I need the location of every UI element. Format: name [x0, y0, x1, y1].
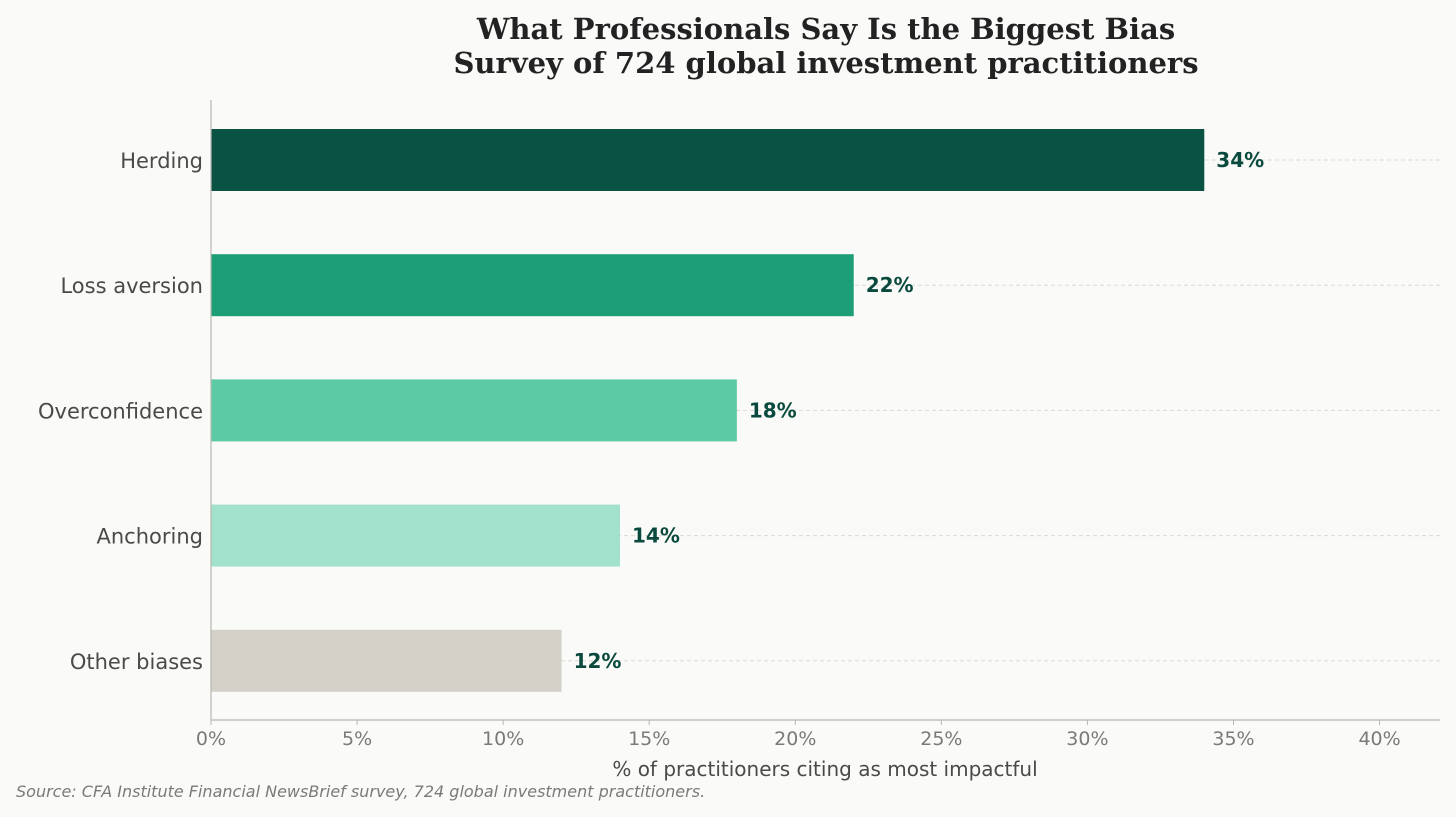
- x-tick-label: 20%: [774, 728, 816, 750]
- category-label: Anchoring: [97, 525, 204, 549]
- chart-subtitle: Survey of 724 global investment practiti…: [453, 46, 1199, 80]
- x-tick-label: 25%: [920, 728, 962, 750]
- value-label: 14%: [632, 524, 680, 548]
- chart-title: What Professionals Say Is the Biggest Bi…: [476, 12, 1176, 46]
- x-ticks: 0% 5% 10% 15% 20% 25% 30% 35% 40%: [196, 720, 1401, 750]
- value-label: 12%: [574, 649, 622, 673]
- axes: [210, 100, 1440, 721]
- x-tick-label: 10%: [482, 728, 524, 750]
- value-label: 22%: [866, 273, 914, 297]
- x-tick-label: 40%: [1358, 728, 1400, 750]
- bar: [211, 379, 737, 442]
- bar: [211, 504, 620, 567]
- x-tick-label: 30%: [1066, 728, 1108, 750]
- category-label: Loss aversion: [60, 274, 203, 298]
- x-tick-label: 15%: [628, 728, 670, 750]
- x-axis-label: % of practitioners citing as most impact…: [612, 757, 1037, 781]
- bars: [211, 129, 1205, 692]
- value-label: 34%: [1216, 148, 1264, 172]
- bar: [211, 129, 1205, 191]
- bar: [211, 254, 854, 317]
- x-tick-label: 35%: [1212, 728, 1254, 750]
- value-labels: 34% 22% 18% 14% 12%: [574, 148, 1265, 673]
- source-note: Source: CFA Institute Financial NewsBrie…: [16, 782, 706, 801]
- x-tick-label: 0%: [196, 728, 226, 750]
- category-label: Other biases: [70, 650, 203, 674]
- category-labels: Herding Loss aversion Overconfidence Anchor…: [38, 149, 203, 674]
- x-tick-label: 5%: [342, 728, 372, 750]
- category-label: Overconfidence: [38, 399, 203, 423]
- bar: [211, 629, 562, 692]
- category-label: Herding: [120, 149, 203, 173]
- value-label: 18%: [749, 398, 797, 422]
